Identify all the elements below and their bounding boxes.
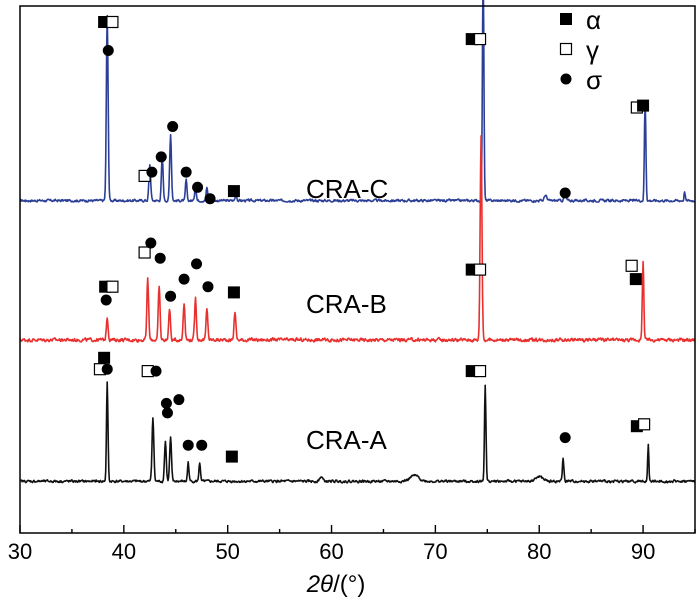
phase-marker-sigma [101,363,113,375]
series-line-cra-b [19,135,696,343]
series-line-cra-a [19,381,696,484]
x-tick-label: 70 [423,539,447,564]
phase-marker-sigma [202,281,214,293]
phase-marker-sigma [100,294,112,306]
phase-marker-alpha [227,286,240,299]
phase-marker-sigma [191,258,203,270]
series-label-cra-a: CRA-A [306,425,388,455]
phase-marker-sigma [196,439,208,451]
legend-marker-alpha [560,13,572,25]
phase-marker-sigma [102,45,114,56]
legend-marker-gamma [559,42,573,56]
series-layer [19,0,696,484]
series-label-layer: CRA-C CRA-B CRA-A [306,174,388,455]
phase-marker-gamma [106,15,119,29]
phase-marker-sigma [178,273,190,285]
x-tick-label: 30 [8,539,32,564]
phase-marker-sigma [145,237,157,249]
x-axis-title-italic: 2θ [306,571,333,598]
x-tick-label: 40 [112,539,136,564]
phase-marker-sigma [165,290,177,302]
legend-label-gamma: γ [586,35,599,65]
x-tick-label: 90 [631,539,655,564]
phase-marker-sigma [180,166,192,178]
phase-marker-sigma [173,394,185,406]
phase-marker-alpha [629,273,642,286]
phase-marker-sigma [155,151,167,163]
phase-marker-alpha [98,351,111,364]
phase-marker-gamma [106,280,119,293]
phase-marker-gamma [638,418,651,431]
phase-marker-sigma [559,432,571,444]
phase-marker-sigma [154,252,166,264]
phase-marker-sigma [192,181,204,193]
legend: αγσ [559,5,602,95]
phase-marker-layer [93,15,651,463]
phase-marker-sigma [559,187,571,199]
phase-marker-gamma [625,259,638,272]
legend-label-sigma: σ [586,65,602,95]
series-line-cra-c [19,0,696,204]
phase-marker-gamma [473,365,487,378]
phase-marker-alpha [225,450,238,463]
x-axis-title-unit: /(°) [333,571,365,598]
phase-marker-alpha [637,99,650,112]
phase-marker-sigma [161,407,173,419]
phase-marker-sigma [204,193,216,205]
legend-label-alpha: α [586,5,601,35]
axis-layer: 30 40 50 60 70 80 90 [8,5,696,564]
phase-marker-alpha [227,185,240,198]
phase-marker-sigma [182,439,194,451]
x-tick-label: 60 [319,539,343,564]
series-label-cra-b: CRA-B [306,289,387,319]
phase-marker-gamma [473,263,487,276]
x-tick-label: 80 [527,539,551,564]
phase-marker-sigma [167,121,179,132]
phase-marker-sigma [150,365,162,377]
x-tick-label: 50 [215,539,239,564]
legend-marker-sigma [560,73,572,85]
phase-marker-sigma [160,397,172,409]
series-label-cra-c: CRA-C [306,174,388,204]
plot-frame [19,5,696,534]
phase-marker-sigma [146,166,158,178]
x-axis-title: 2θ/(°) [306,571,366,598]
phase-marker-gamma [138,246,151,259]
phase-marker-gamma [473,32,487,46]
